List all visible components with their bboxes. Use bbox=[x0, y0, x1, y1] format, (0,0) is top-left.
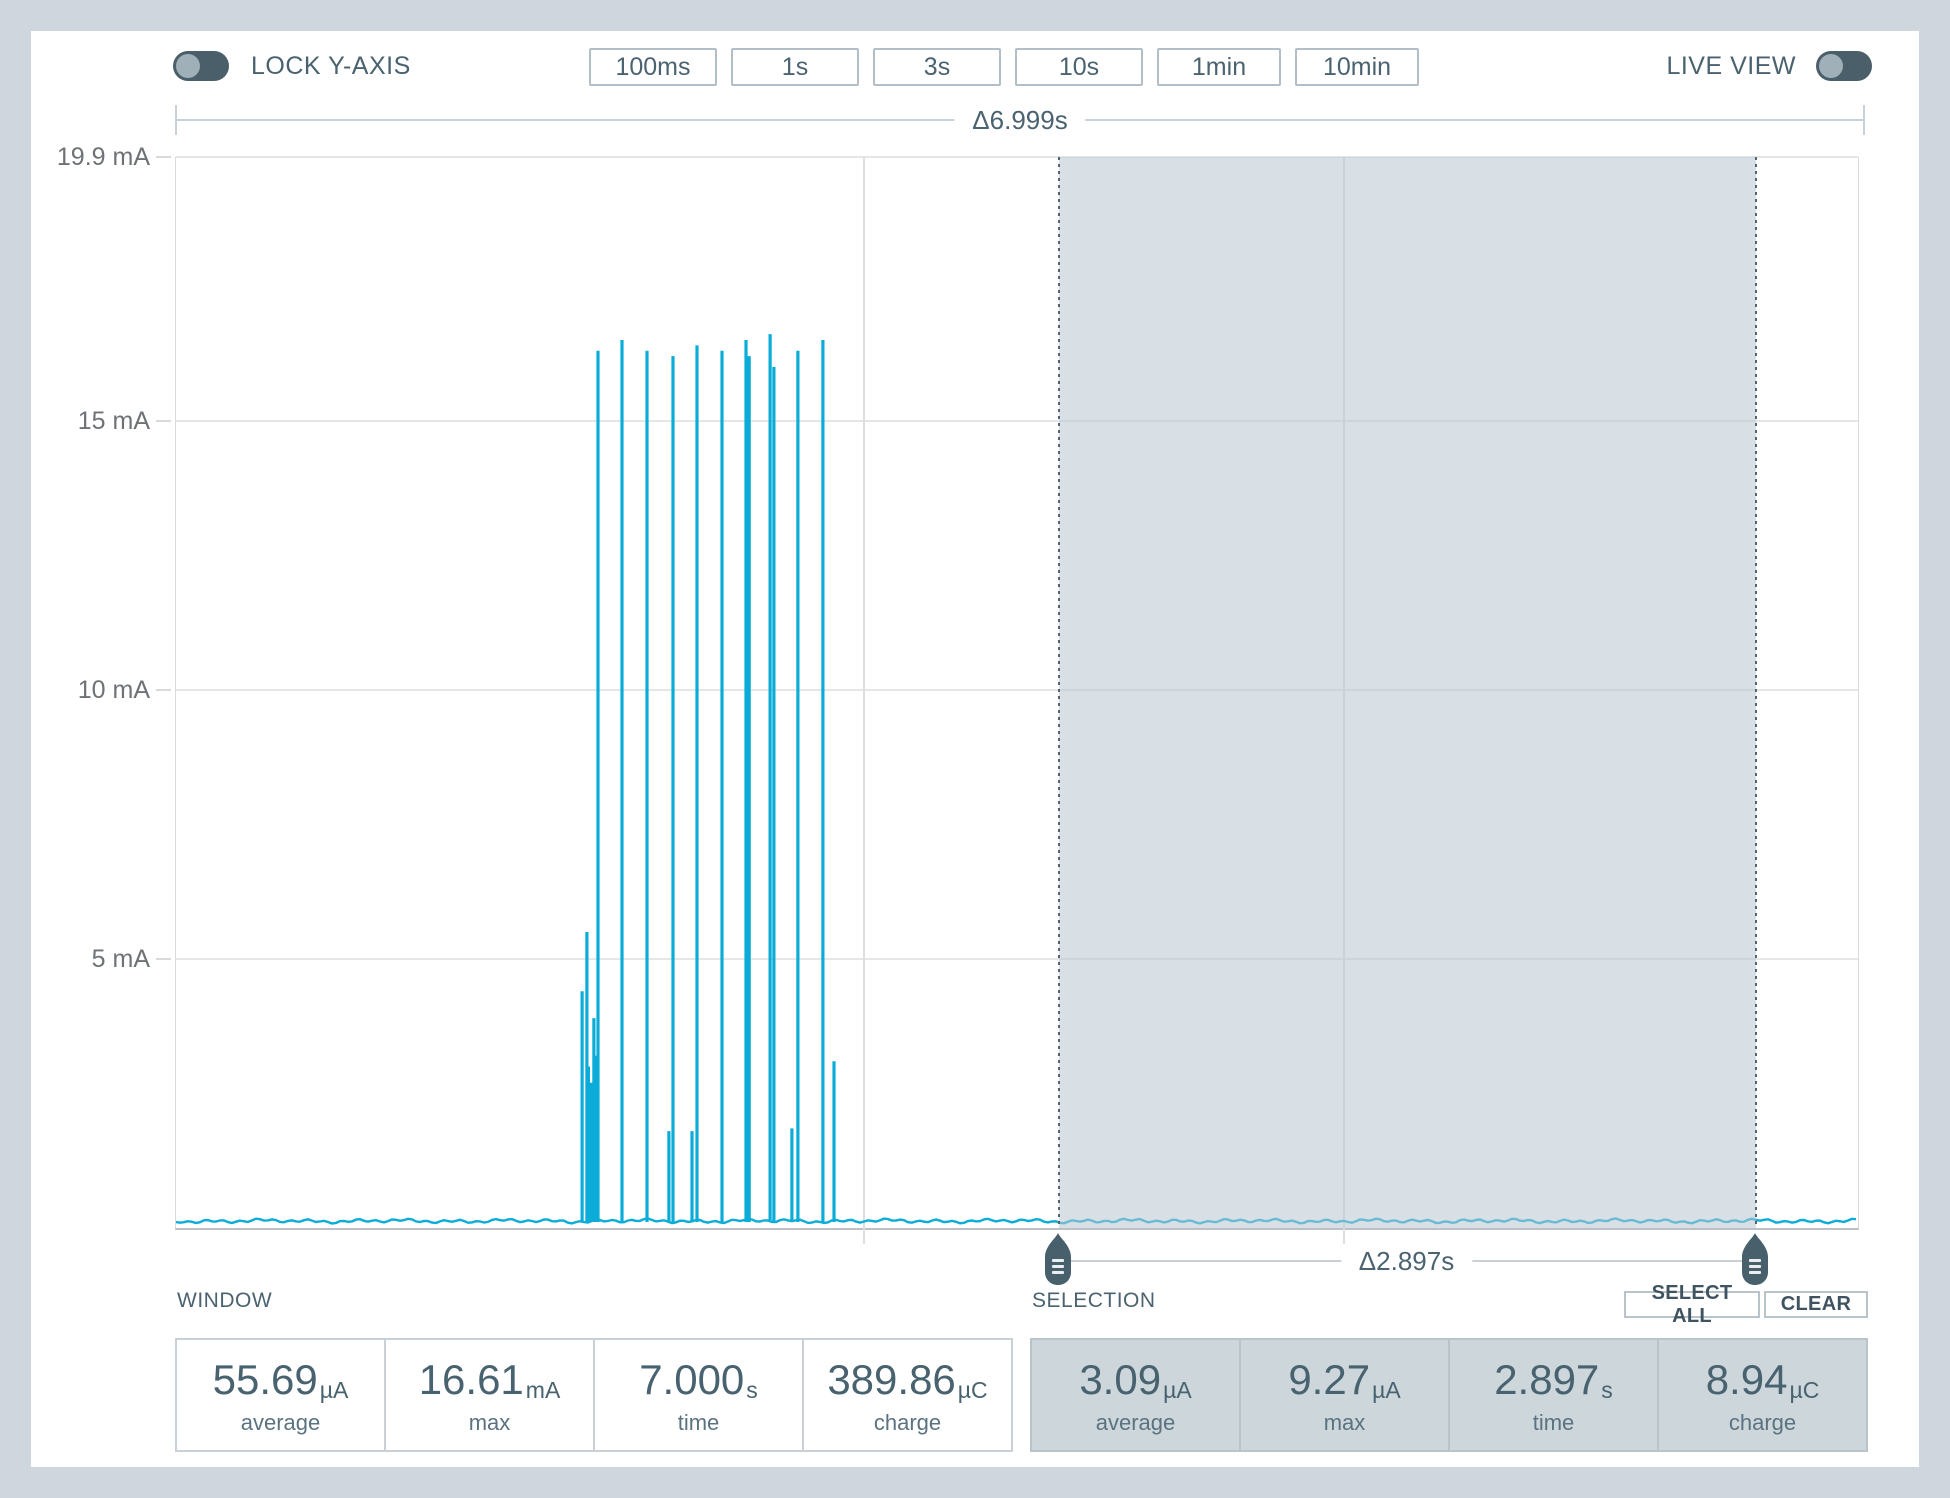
y-axis-tick-label: 15 mA bbox=[0, 406, 171, 436]
selection-max-stat: 9.27 µA max bbox=[1239, 1340, 1448, 1450]
range-button-3s[interactable]: 3s bbox=[873, 48, 1001, 86]
y-axis-tick bbox=[156, 688, 171, 691]
stat-label: time bbox=[677, 1410, 720, 1435]
y-axis-tick bbox=[156, 419, 171, 422]
stat-label: charge bbox=[873, 1410, 942, 1435]
selection-delta-label: Δ2.897s bbox=[1340, 1246, 1473, 1276]
selection-time-stat: 2.897 s time bbox=[1448, 1340, 1657, 1450]
v-gridline bbox=[863, 157, 866, 1244]
y-axis-tick-label: 10 mA bbox=[0, 675, 171, 705]
stat-label: max bbox=[1323, 1410, 1366, 1435]
live-view-label: LIVE VIEW bbox=[1666, 51, 1796, 80]
lock-y-axis-label: LOCK Y-AXIS bbox=[251, 51, 411, 80]
live-view-group: LIVE VIEW bbox=[1666, 51, 1872, 81]
live-view-toggle[interactable] bbox=[1816, 51, 1872, 81]
selection-overlay[interactable] bbox=[1057, 157, 1758, 1228]
stat-value: 3.09 µA bbox=[1079, 1356, 1192, 1404]
window-max-stat: 16.61 mA max bbox=[384, 1340, 593, 1450]
h-gridline bbox=[176, 156, 1858, 158]
selection-handle-right[interactable] bbox=[1742, 1233, 1769, 1285]
stat-label: charge bbox=[1728, 1410, 1797, 1435]
stat-value: 55.69 µA bbox=[212, 1356, 349, 1404]
select-all-button[interactable]: SELECT ALL bbox=[1624, 1282, 1760, 1327]
selection-handle-left[interactable] bbox=[1044, 1233, 1071, 1285]
window-time-stat: 7.000 s time bbox=[593, 1340, 802, 1450]
stat-label: max bbox=[468, 1410, 511, 1435]
stat-value: 7.000 s bbox=[639, 1356, 758, 1404]
selection-average-stat: 3.09 µA average bbox=[1032, 1340, 1239, 1450]
stat-value: 8.94 µC bbox=[1705, 1356, 1820, 1404]
range-button-100ms[interactable]: 100ms bbox=[589, 48, 717, 86]
selection-stats-panel: 3.09 µA average 9.27 µA max 2.897 s time 8.… bbox=[1030, 1338, 1868, 1452]
selection-stats-title: SELECTION bbox=[1032, 1289, 1156, 1312]
range-button-1s[interactable]: 1s bbox=[731, 48, 859, 86]
stat-value: 2.897 s bbox=[1494, 1356, 1613, 1404]
y-axis-tick-label: 19.9 mA bbox=[0, 142, 171, 172]
y-axis-tick bbox=[156, 957, 171, 960]
range-button-1min[interactable]: 1min bbox=[1157, 48, 1281, 86]
current-spikes-trace bbox=[580, 334, 836, 1222]
h-gridline bbox=[176, 688, 1858, 691]
stat-label: time bbox=[1532, 1410, 1575, 1435]
stat-value: 389.86 µC bbox=[827, 1356, 988, 1404]
window-charge-stat: 389.86 µC charge bbox=[802, 1340, 1011, 1450]
selection-charge-stat: 8.94 µC charge bbox=[1657, 1340, 1866, 1450]
range-button-10min[interactable]: 10min bbox=[1295, 48, 1419, 86]
window-stats-title: WINDOW bbox=[177, 1289, 273, 1312]
window-range-buttons: 100ms 1s 3s 10s 1min 10min bbox=[589, 48, 1419, 86]
h-gridline bbox=[176, 957, 1858, 960]
stat-label: average bbox=[1095, 1410, 1176, 1435]
window-stats-panel: 55.69 µA average 16.61 mA max 7.000 s time … bbox=[175, 1338, 1013, 1452]
window-delta-label: Δ6.999s bbox=[954, 105, 1086, 135]
window-average-stat: 55.69 µA average bbox=[177, 1340, 384, 1450]
y-axis-tick bbox=[156, 156, 171, 158]
toggle-knob-icon bbox=[176, 54, 200, 78]
chart-area[interactable] bbox=[175, 156, 1859, 1244]
window-delta-bracket: Δ6.999s bbox=[175, 105, 1865, 135]
range-button-10s[interactable]: 10s bbox=[1015, 48, 1143, 86]
lock-y-axis-group: LOCK Y-AXIS bbox=[173, 51, 411, 81]
y-axis: 19.9 mA 15 mA 10 mA 5 mA bbox=[0, 143, 171, 1228]
stat-value: 16.61 mA bbox=[418, 1356, 561, 1404]
stat-value: 9.27 µA bbox=[1288, 1356, 1401, 1404]
y-axis-tick-label: 5 mA bbox=[0, 944, 171, 974]
toggle-knob-icon bbox=[1819, 54, 1843, 78]
stat-label: average bbox=[240, 1410, 321, 1435]
selection-bracket: Δ2.897s bbox=[1044, 1231, 1769, 1293]
h-gridline bbox=[176, 419, 1858, 422]
clear-selection-button[interactable]: CLEAR bbox=[1764, 1291, 1868, 1318]
lock-y-axis-toggle[interactable] bbox=[173, 51, 229, 81]
